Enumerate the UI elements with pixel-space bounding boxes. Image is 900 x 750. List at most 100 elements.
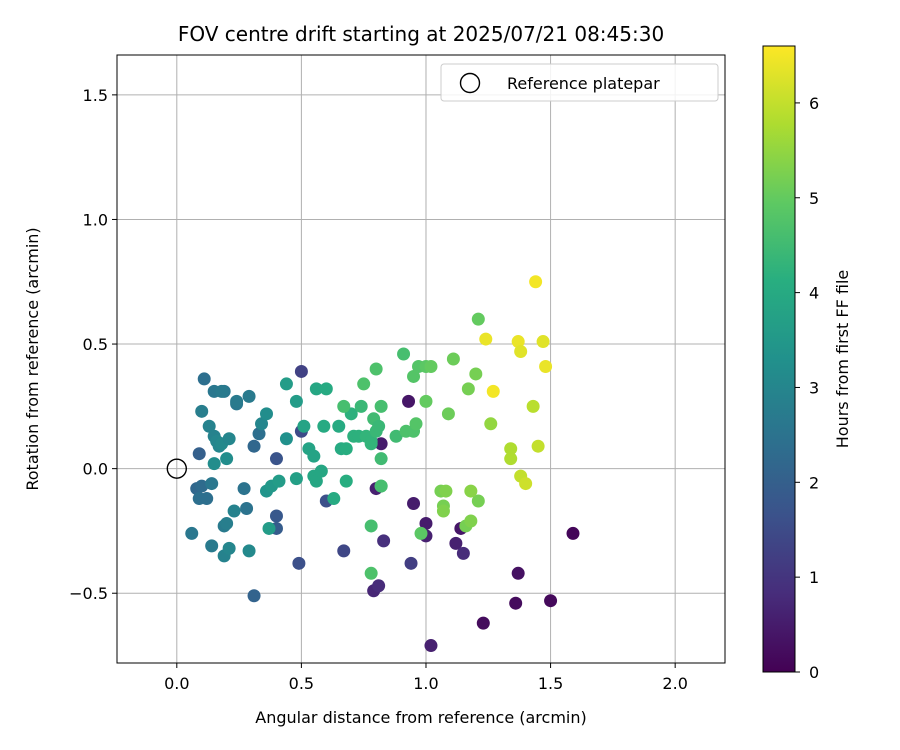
data-point bbox=[195, 479, 209, 493]
data-point bbox=[469, 367, 483, 381]
data-point bbox=[242, 544, 256, 558]
data-point bbox=[292, 556, 306, 570]
data-point bbox=[279, 432, 293, 446]
colorbar-tick-label: 5 bbox=[809, 189, 819, 208]
data-point bbox=[464, 514, 478, 528]
data-point bbox=[230, 394, 244, 408]
data-point bbox=[374, 452, 388, 466]
data-point bbox=[439, 484, 453, 498]
data-point bbox=[185, 526, 199, 540]
data-point bbox=[461, 382, 475, 396]
data-point bbox=[364, 566, 378, 580]
y-tick-label: 1.5 bbox=[83, 86, 108, 105]
data-point bbox=[262, 521, 276, 535]
y-tick-label: 1.0 bbox=[83, 210, 108, 229]
data-point bbox=[200, 492, 214, 506]
legend-label: Reference platepar bbox=[507, 74, 660, 93]
data-point bbox=[309, 474, 323, 488]
data-point bbox=[369, 362, 383, 376]
colorbar: 0 1 2 3 4 5 6 Hours from first FF file bbox=[762, 45, 852, 682]
x-axis-ticks: 0.0 0.5 1.0 1.5 2.0 bbox=[164, 663, 688, 693]
grid-lines bbox=[117, 55, 725, 663]
y-axis-ticks: −0.5 0.0 0.5 1.0 1.5 bbox=[69, 86, 117, 603]
data-point bbox=[419, 516, 433, 530]
colorbar-tick-label: 3 bbox=[809, 378, 819, 397]
data-point bbox=[372, 579, 386, 593]
data-point bbox=[327, 492, 341, 506]
data-point bbox=[260, 407, 274, 421]
data-point bbox=[566, 526, 580, 540]
data-point bbox=[479, 332, 493, 346]
x-tick-label: 1.0 bbox=[413, 674, 438, 693]
data-point bbox=[504, 452, 518, 466]
data-point bbox=[377, 534, 391, 548]
data-point bbox=[544, 594, 558, 608]
data-point bbox=[511, 335, 525, 349]
legend-marker bbox=[459, 72, 481, 94]
x-tick-label: 0.5 bbox=[289, 674, 314, 693]
chart-title: FOV centre drift starting at 2025/07/21 … bbox=[178, 22, 664, 46]
data-point bbox=[197, 372, 211, 386]
data-point bbox=[449, 536, 463, 550]
y-axis-label: Rotation from reference (arcmin) bbox=[23, 227, 42, 490]
data-point bbox=[364, 519, 378, 533]
reference-marker bbox=[166, 458, 188, 479]
data-point bbox=[220, 516, 234, 530]
data-point bbox=[269, 452, 283, 466]
data-point bbox=[297, 419, 311, 433]
colorbar-tick-label: 2 bbox=[809, 473, 819, 492]
data-point bbox=[424, 639, 438, 653]
data-point bbox=[511, 566, 525, 580]
data-point bbox=[289, 472, 303, 486]
data-point bbox=[332, 419, 346, 433]
data-point bbox=[539, 359, 553, 373]
data-point bbox=[374, 399, 388, 413]
data-point bbox=[314, 464, 328, 478]
data-point bbox=[317, 419, 331, 433]
data-point bbox=[307, 449, 321, 463]
data-point bbox=[464, 484, 478, 498]
data-point bbox=[414, 526, 428, 540]
data-point bbox=[339, 474, 353, 488]
data-point bbox=[471, 494, 485, 508]
data-point bbox=[374, 437, 388, 451]
data-point bbox=[526, 399, 540, 413]
data-point bbox=[509, 596, 523, 610]
data-point bbox=[279, 377, 293, 391]
data-point bbox=[205, 477, 219, 491]
data-point bbox=[255, 417, 269, 431]
data-point bbox=[456, 546, 470, 560]
data-point bbox=[364, 437, 378, 451]
x-axis-label: Angular distance from reference (arcmin) bbox=[255, 708, 586, 727]
colorbar-ticks: 0 1 2 3 4 5 6 bbox=[795, 94, 819, 682]
data-point bbox=[294, 364, 308, 378]
data-point bbox=[476, 616, 490, 630]
colorbar-label: Hours from first FF file bbox=[833, 270, 852, 449]
data-point bbox=[402, 394, 416, 408]
data-point bbox=[222, 432, 236, 446]
data-point bbox=[269, 509, 283, 523]
data-point bbox=[215, 384, 229, 398]
data-point bbox=[309, 382, 323, 396]
legend: Reference platepar bbox=[440, 63, 719, 102]
colorbar-tick-label: 1 bbox=[809, 568, 819, 587]
data-point bbox=[339, 442, 353, 456]
x-tick-label: 1.5 bbox=[538, 674, 563, 693]
data-points bbox=[185, 275, 580, 653]
data-point bbox=[407, 369, 421, 383]
colorbar-tick-label: 6 bbox=[809, 94, 819, 113]
data-point bbox=[252, 427, 266, 441]
data-point bbox=[446, 352, 460, 366]
y-tick-label: 0.0 bbox=[83, 460, 108, 479]
data-point bbox=[195, 404, 209, 418]
data-point bbox=[202, 419, 216, 433]
data-point bbox=[484, 417, 498, 431]
data-point bbox=[337, 544, 351, 558]
data-point bbox=[237, 482, 251, 496]
data-point bbox=[419, 394, 433, 408]
data-point bbox=[531, 439, 545, 453]
data-point bbox=[519, 477, 533, 491]
data-point bbox=[504, 442, 518, 456]
plot-frame bbox=[116, 54, 726, 664]
data-point bbox=[486, 384, 500, 398]
